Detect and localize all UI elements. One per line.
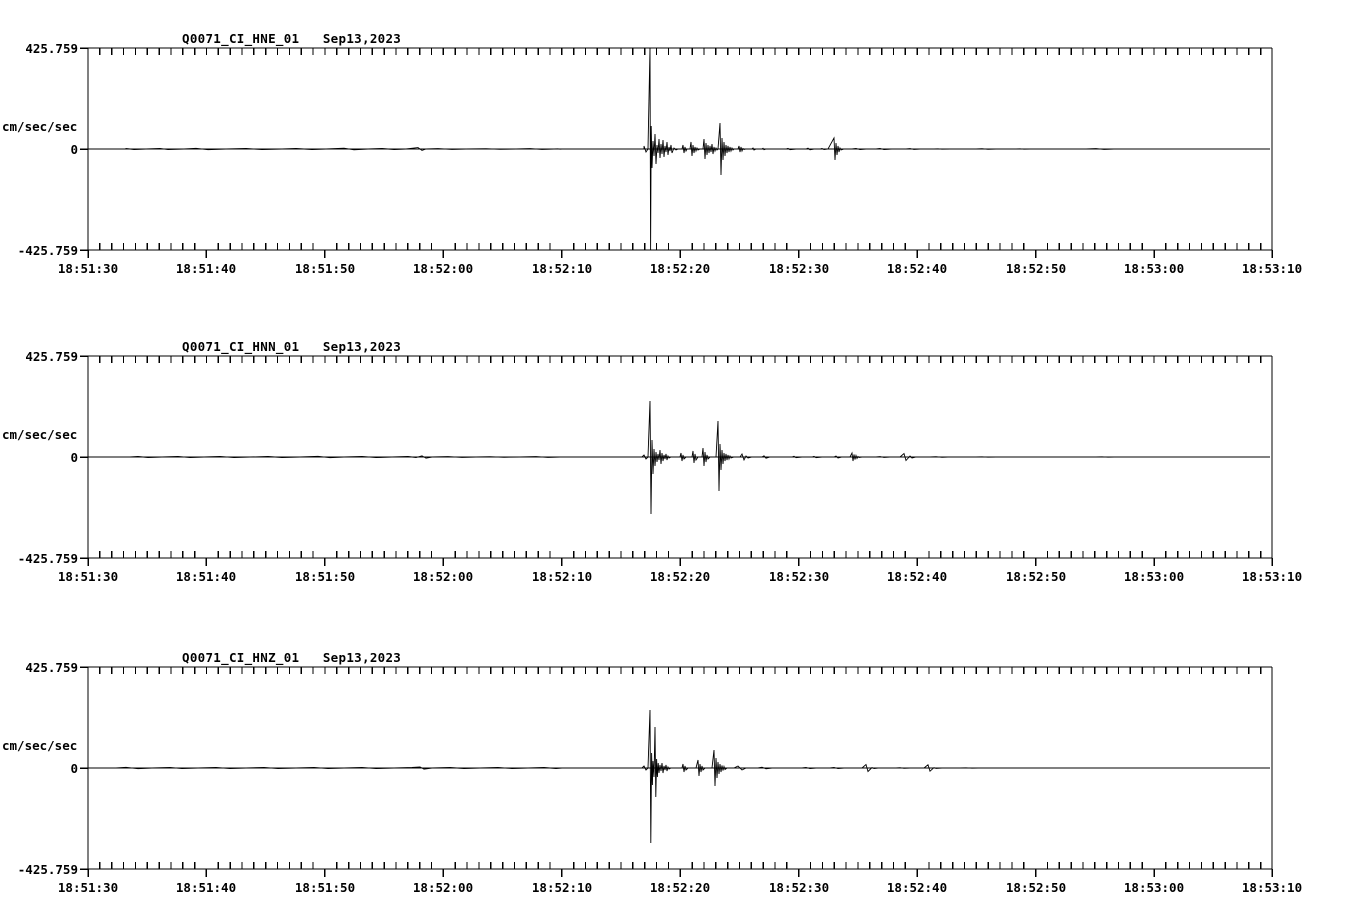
x-tick-label-hnn-10: 18:53:10 [1241,569,1303,584]
y-axis-zero-label-hne: 0 [70,142,78,157]
x-tick-label-hnn-9: 18:53:00 [1123,569,1185,584]
y-axis-min-label-hnn: -425.759 [17,551,78,566]
x-tick-label-hnz-8: 18:52:50 [1005,880,1067,895]
x-tick-label-hnz-10: 18:53:10 [1241,880,1303,895]
panel-title-hnn: Q0071_CI_HNN_01 Sep13,2023 [182,339,402,354]
waveform-trace-hne [88,47,1270,251]
bottom-axis-major-ticks-hnn [87,558,1273,566]
top-axis-minor-ticks-hne [99,48,1262,55]
bottom-axis-minor-ticks-hne [99,243,1262,250]
seismogram-panel-hne: Q0071_CI_HNE_01 Sep13,2023 425.759 cm/se… [0,0,1358,300]
x-tick-label-hnn-1: 18:51:40 [175,569,237,584]
x-tick-label-hne-9: 18:53:00 [1123,261,1185,276]
x-tick-label-hnz-6: 18:52:30 [768,880,830,895]
x-tick-label-hne-10: 18:53:10 [1241,261,1303,276]
bottom-axis-minor-ticks-hnn [99,551,1262,558]
panel-title-hne: Q0071_CI_HNE_01 Sep13,2023 [182,31,402,46]
x-tick-label-hnz-7: 18:52:40 [886,880,948,895]
y-axis-min-label-hne: -425.759 [17,243,78,258]
y-axis-ticks-hnz [80,666,88,870]
top-axis-minor-ticks-hnn [99,356,1262,363]
y-axis-max-label-hne: 425.759 [25,41,78,56]
y-axis-min-label-hnz: -425.759 [17,862,78,877]
seismogram-panel-hnz: Q0071_CI_HNZ_01 Sep13,2023 425.759 cm/se… [0,612,1358,924]
plot-frame-hnn [80,355,1273,566]
waveform-trace-hnn [88,400,1270,515]
y-axis-max-label-hnz: 425.759 [25,660,78,675]
y-axis-unit-label-hnn: cm/sec/sec [2,427,78,442]
x-tick-label-hne-0: 18:51:30 [57,261,119,276]
x-tick-label-hne-5: 18:52:20 [649,261,711,276]
plot-frame-hnz [80,666,1273,877]
top-axis-minor-ticks-hnz [99,667,1262,674]
x-tick-label-hne-8: 18:52:50 [1005,261,1067,276]
waveform-trace-hnz [88,709,1270,844]
y-axis-zero-label-hnz: 0 [70,761,78,776]
x-tick-label-hne-3: 18:52:00 [412,261,474,276]
x-tick-label-hnn-0: 18:51:30 [57,569,119,584]
y-axis-unit-label-hnz: cm/sec/sec [2,738,78,753]
y-axis-ticks-hne [80,47,88,251]
y-axis-max-label-hnn: 425.759 [25,349,78,364]
panel-title-hnz: Q0071_CI_HNZ_01 Sep13,2023 [182,650,402,665]
x-tick-label-hne-7: 18:52:40 [886,261,948,276]
x-tick-label-hnz-0: 18:51:30 [57,880,119,895]
bottom-axis-major-ticks-hne [87,250,1273,258]
seismogram-panel-hnn: Q0071_CI_HNN_01 Sep13,2023 425.759 cm/se… [0,305,1358,605]
x-tick-label-hnn-7: 18:52:40 [886,569,948,584]
x-tick-label-hnn-5: 18:52:20 [649,569,711,584]
x-tick-label-hne-2: 18:51:50 [294,261,356,276]
x-tick-label-hnz-5: 18:52:20 [649,880,711,895]
x-tick-label-hne-4: 18:52:10 [531,261,593,276]
y-axis-zero-label-hnn: 0 [70,450,78,465]
x-tick-label-hnn-4: 18:52:10 [531,569,593,584]
x-tick-label-hne-6: 18:52:30 [768,261,830,276]
plot-frame-hne [80,47,1273,258]
x-tick-label-hnz-1: 18:51:40 [175,880,237,895]
x-tick-label-hnn-8: 18:52:50 [1005,569,1067,584]
x-tick-label-hnn-2: 18:51:50 [294,569,356,584]
x-tick-label-hnz-4: 18:52:10 [531,880,593,895]
bottom-axis-major-ticks-hnz [87,869,1273,877]
x-tick-label-hnn-3: 18:52:00 [412,569,474,584]
y-axis-ticks-hnn [80,355,88,559]
bottom-axis-minor-ticks-hnz [99,862,1262,869]
x-tick-label-hnn-6: 18:52:30 [768,569,830,584]
x-tick-label-hnz-9: 18:53:00 [1123,880,1185,895]
x-tick-label-hne-1: 18:51:40 [175,261,237,276]
x-tick-label-hnz-2: 18:51:50 [294,880,356,895]
y-axis-unit-label-hne: cm/sec/sec [2,119,78,134]
x-tick-label-hnz-3: 18:52:00 [412,880,474,895]
